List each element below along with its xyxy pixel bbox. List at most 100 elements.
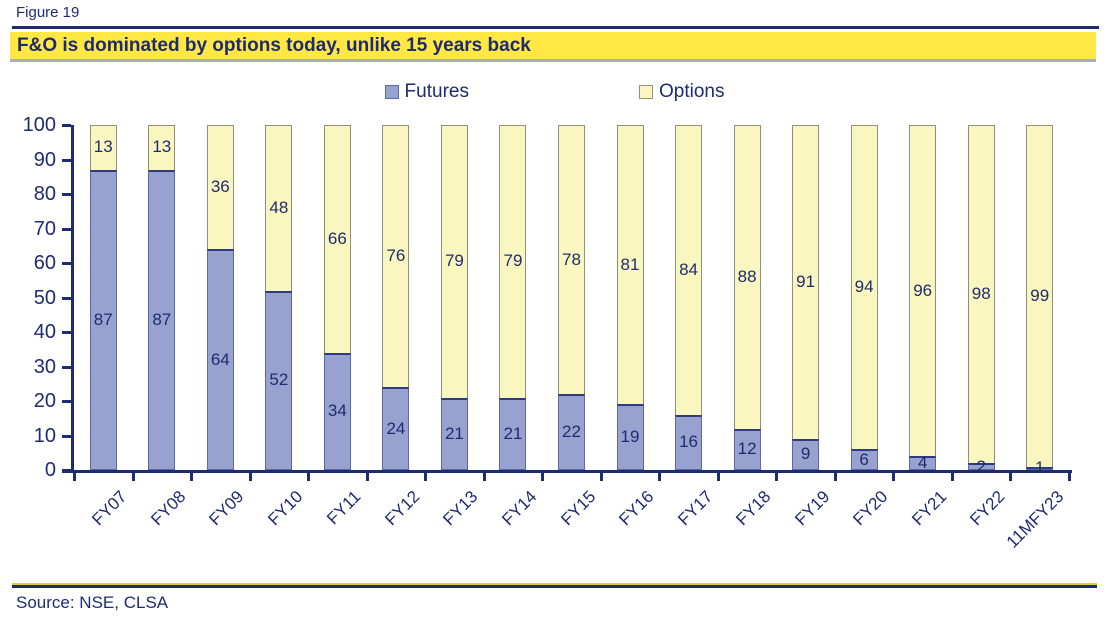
chart-title: F&O is dominated by options today, unlik… — [17, 35, 531, 56]
bar-label-options: 78 — [562, 249, 581, 269]
bar-label-options: 36 — [210, 177, 230, 197]
bar-segment-options — [733, 125, 761, 429]
y-tick-label: 70 — [33, 217, 56, 240]
bar-segment-options — [148, 125, 176, 170]
x-axis-labels: FY07 FY08 FY09 FY10 FY11 FY12 FY13 FY14 FY15 FY16… — [74, 481, 1069, 576]
bar-label-options: 96 — [913, 280, 933, 300]
bar-segment-options — [206, 125, 234, 250]
x-tick-label: FY08 — [147, 487, 190, 530]
bar-label-futures: 1 — [1035, 458, 1045, 478]
bar-label-futures: 24 — [386, 418, 406, 438]
x-tick-label: FY21 — [907, 487, 951, 530]
bar-segment-futures — [558, 394, 585, 470]
bar-segment-futures — [323, 352, 351, 470]
bar-segment-futures — [148, 169, 176, 470]
bar-segment-options — [792, 125, 820, 439]
legend-item-options: Options — [638, 81, 725, 103]
x-tick-mark — [833, 473, 837, 481]
bar-segment-futures — [206, 249, 234, 470]
legend-label-futures: Futures — [404, 81, 469, 102]
bar-FY11 — [323, 125, 351, 470]
x-tick-mark — [950, 473, 954, 481]
source-note: Source: NSE, CLSA — [16, 593, 169, 612]
x-tick-mark — [482, 473, 486, 481]
bar-label-options: 81 — [620, 254, 640, 274]
bar-label-options: 98 — [971, 284, 991, 304]
bar-label-futures: 16 — [679, 432, 699, 452]
x-axis — [62, 470, 1072, 473]
bar-label-options: 79 — [444, 251, 464, 271]
bar-segment-options — [558, 125, 585, 395]
x-tick-label: FY20 — [849, 487, 892, 530]
x-tick-mark — [892, 473, 896, 481]
bar-segment-futures — [616, 404, 644, 470]
plot-area: 13 87 13 87 36 64 48 52 66 34 76 24 79 21 79 21 78 22 81 19… — [74, 125, 1069, 477]
x-tick-mark — [248, 473, 252, 481]
bar-segment-options — [440, 125, 468, 398]
chart-legend: Futures Options — [0, 81, 1109, 103]
bar-label-futures: 64 — [210, 349, 230, 369]
bar-segment-options — [499, 125, 527, 398]
x-tick-mark — [131, 473, 135, 481]
bar-FY07 — [89, 125, 117, 470]
x-tick-label: FY07 — [88, 487, 131, 530]
y-tick-label: 20 — [33, 390, 56, 412]
y-tick-label: 40 — [33, 321, 56, 343]
bar-FY13 — [440, 125, 468, 470]
bar-label-futures: 6 — [859, 449, 869, 469]
y-axis — [71, 125, 74, 473]
options-swatch-icon — [638, 85, 653, 99]
x-tick-label: FY19 — [790, 487, 834, 530]
bar-segment-options — [382, 125, 410, 388]
bar-FY12 — [382, 125, 410, 470]
bar-FY15 — [558, 125, 585, 470]
top-divider — [12, 26, 1099, 29]
title-banner: F&O is dominated by options today, unlik… — [10, 32, 1096, 62]
bar-segment-options — [323, 125, 351, 353]
y-tick-label: 90 — [33, 148, 56, 171]
y-tick-mark — [62, 365, 71, 369]
bar-11MFY23 — [1026, 125, 1054, 470]
bottom-divider-navy — [12, 585, 1097, 588]
legend-label-options: Options — [658, 81, 725, 102]
bar-segment-futures — [382, 387, 410, 470]
bar-label-options: 13 — [152, 137, 172, 157]
chart-area: 13 87 13 87 36 64 48 52 66 34 76 24 79 21 79 21 78 22 81 19… — [0, 114, 1109, 552]
bar-FY18 — [733, 125, 761, 470]
bar-label-options: 84 — [679, 259, 699, 279]
y-tick-label: 10 — [33, 424, 56, 447]
x-tick-label: FY10 — [264, 487, 307, 530]
bar-segment-options — [616, 125, 644, 405]
y-tick-label: 50 — [33, 286, 56, 309]
x-tick-mark — [73, 473, 76, 481]
bar-segment-options — [89, 125, 117, 170]
x-tick-label: FY15 — [556, 487, 599, 530]
bar-label-options: 88 — [737, 266, 757, 286]
x-tick-label: FY18 — [732, 487, 775, 530]
y-tick-mark — [62, 434, 71, 438]
x-tick-mark — [1068, 473, 1071, 481]
y-tick-mark — [62, 262, 71, 265]
x-tick-label: 11MFY23 — [1002, 487, 1068, 552]
bar-label-futures: 34 — [327, 401, 347, 421]
x-tick-mark — [541, 473, 545, 481]
bar-segment-futures — [909, 456, 937, 470]
bar-label-futures: 87 — [152, 309, 172, 329]
bar-FY09 — [206, 125, 234, 470]
x-tick-mark — [716, 473, 720, 481]
x-tick-mark — [1009, 473, 1013, 481]
bar-label-futures: 52 — [269, 370, 289, 390]
y-tick-label: 30 — [33, 355, 56, 378]
bar-segment-options — [967, 125, 995, 464]
y-tick-mark — [62, 124, 71, 127]
y-tick-label: 0 — [44, 459, 56, 481]
x-tick-label: FY14 — [498, 487, 541, 530]
bar-segment-futures — [440, 397, 468, 470]
bar-segment-futures — [967, 463, 995, 470]
bar-label-futures: 2 — [976, 456, 986, 476]
bar-label-futures: 19 — [620, 427, 640, 447]
bar-label-options: 76 — [386, 246, 406, 266]
x-tick-label: FY13 — [439, 487, 482, 530]
y-tick-mark — [62, 400, 71, 403]
bar-label-options: 79 — [503, 251, 523, 271]
